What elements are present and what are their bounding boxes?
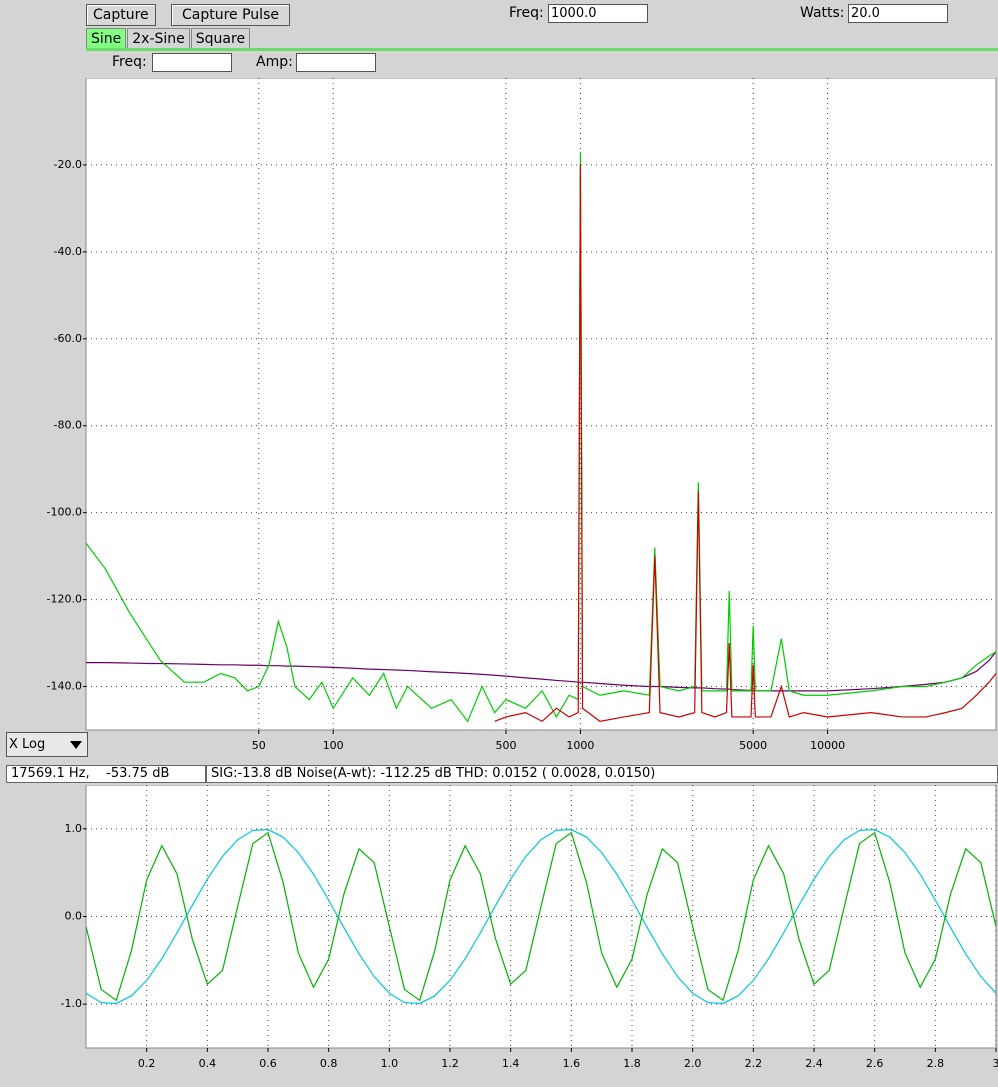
x-tick-label: 2.6 xyxy=(866,1057,884,1070)
tab[interactable]: Square xyxy=(190,28,251,50)
x-tick-label: 0.2 xyxy=(138,1057,156,1070)
param-amp-label: Amp: xyxy=(256,54,293,70)
x-tick-label: 1.6 xyxy=(563,1057,581,1070)
series-line xyxy=(86,151,996,723)
measurement-summary: SIG:-13.8 dB Noise(A-wt): -112.25 dB THD… xyxy=(206,765,998,783)
series-line xyxy=(86,828,996,1005)
series-line xyxy=(86,651,996,692)
y-tick-label: -40.0 xyxy=(54,245,82,258)
y-tick-label: -60.0 xyxy=(54,332,82,345)
freq-input[interactable]: 1000.0 xyxy=(548,4,648,23)
watts-label: Watts: xyxy=(800,5,845,21)
x-tick-label: 0.8 xyxy=(320,1057,338,1070)
x-tick-label: 1.0 xyxy=(381,1057,399,1070)
y-tick-label: -20.0 xyxy=(54,158,82,171)
tab[interactable]: 2x-Sine xyxy=(127,28,190,50)
x-tick-label: 5000 xyxy=(739,739,767,752)
y-tick-label: 1.0 xyxy=(65,822,83,835)
tab[interactable]: Sine xyxy=(86,28,127,50)
capture-button[interactable]: Capture xyxy=(86,4,156,26)
tab-underline xyxy=(86,48,998,51)
x-tick-label: 50 xyxy=(252,739,266,752)
y-tick-label: -80.0 xyxy=(54,419,82,432)
plot-area xyxy=(85,78,997,731)
y-tick-label: -100.0 xyxy=(47,506,82,519)
scale-select-text: X Log xyxy=(9,737,46,752)
x-tick-label: 10000 xyxy=(810,739,845,752)
waveform-chart: 1.0 0.0 -1.0 0.2 0.4 0.6 0.8 1.0 1.2 1.4 1.6 1.8 2.0… xyxy=(61,785,998,1070)
x-tick-label: 100 xyxy=(323,739,344,752)
param-amp-input[interactable] xyxy=(296,53,376,72)
x-tick-label: 2.4 xyxy=(805,1057,823,1070)
scale-select[interactable]: X Log xyxy=(6,732,88,757)
series-line xyxy=(86,831,996,1002)
capture-pulse-button[interactable]: Capture Pulse xyxy=(171,4,290,26)
dropdown-arrow xyxy=(70,741,82,749)
x-tick-label: 1.4 xyxy=(502,1057,520,1070)
spectrum-chart: -20.0 -40.0 -60.0 -80.0 -100.0 -120.0 -140.0 50… xyxy=(47,78,997,752)
x-tick-label: 2.8 xyxy=(927,1057,945,1070)
x-tick-label: 2.0 xyxy=(684,1057,702,1070)
series-line xyxy=(494,164,996,723)
freq-label: Freq: xyxy=(509,5,544,21)
x-tick-label: 1000 xyxy=(566,739,594,752)
y-tick-label: -140.0 xyxy=(47,680,82,693)
y-tick-label: 0.0 xyxy=(65,910,83,923)
x-tick-label: 500 xyxy=(495,739,516,752)
cursor-readout: 17569.1 Hz, -53.75 dB xyxy=(6,765,206,783)
x-tick-label: 2.2 xyxy=(745,1057,763,1070)
y-tick-label: -1.0 xyxy=(61,997,82,1010)
x-tick-label: 0.4 xyxy=(199,1057,217,1070)
y-tick-label: -120.0 xyxy=(47,593,82,606)
param-freq-label: Freq: xyxy=(112,54,147,70)
x-tick-label: 0.6 xyxy=(259,1057,277,1070)
x-tick-label: 1.8 xyxy=(623,1057,641,1070)
x-tick-label: 1.2 xyxy=(441,1057,459,1070)
x-tick-label: 3 xyxy=(993,1057,998,1070)
param-freq-input[interactable] xyxy=(152,53,232,72)
watts-input[interactable]: 20.0 xyxy=(848,4,948,23)
